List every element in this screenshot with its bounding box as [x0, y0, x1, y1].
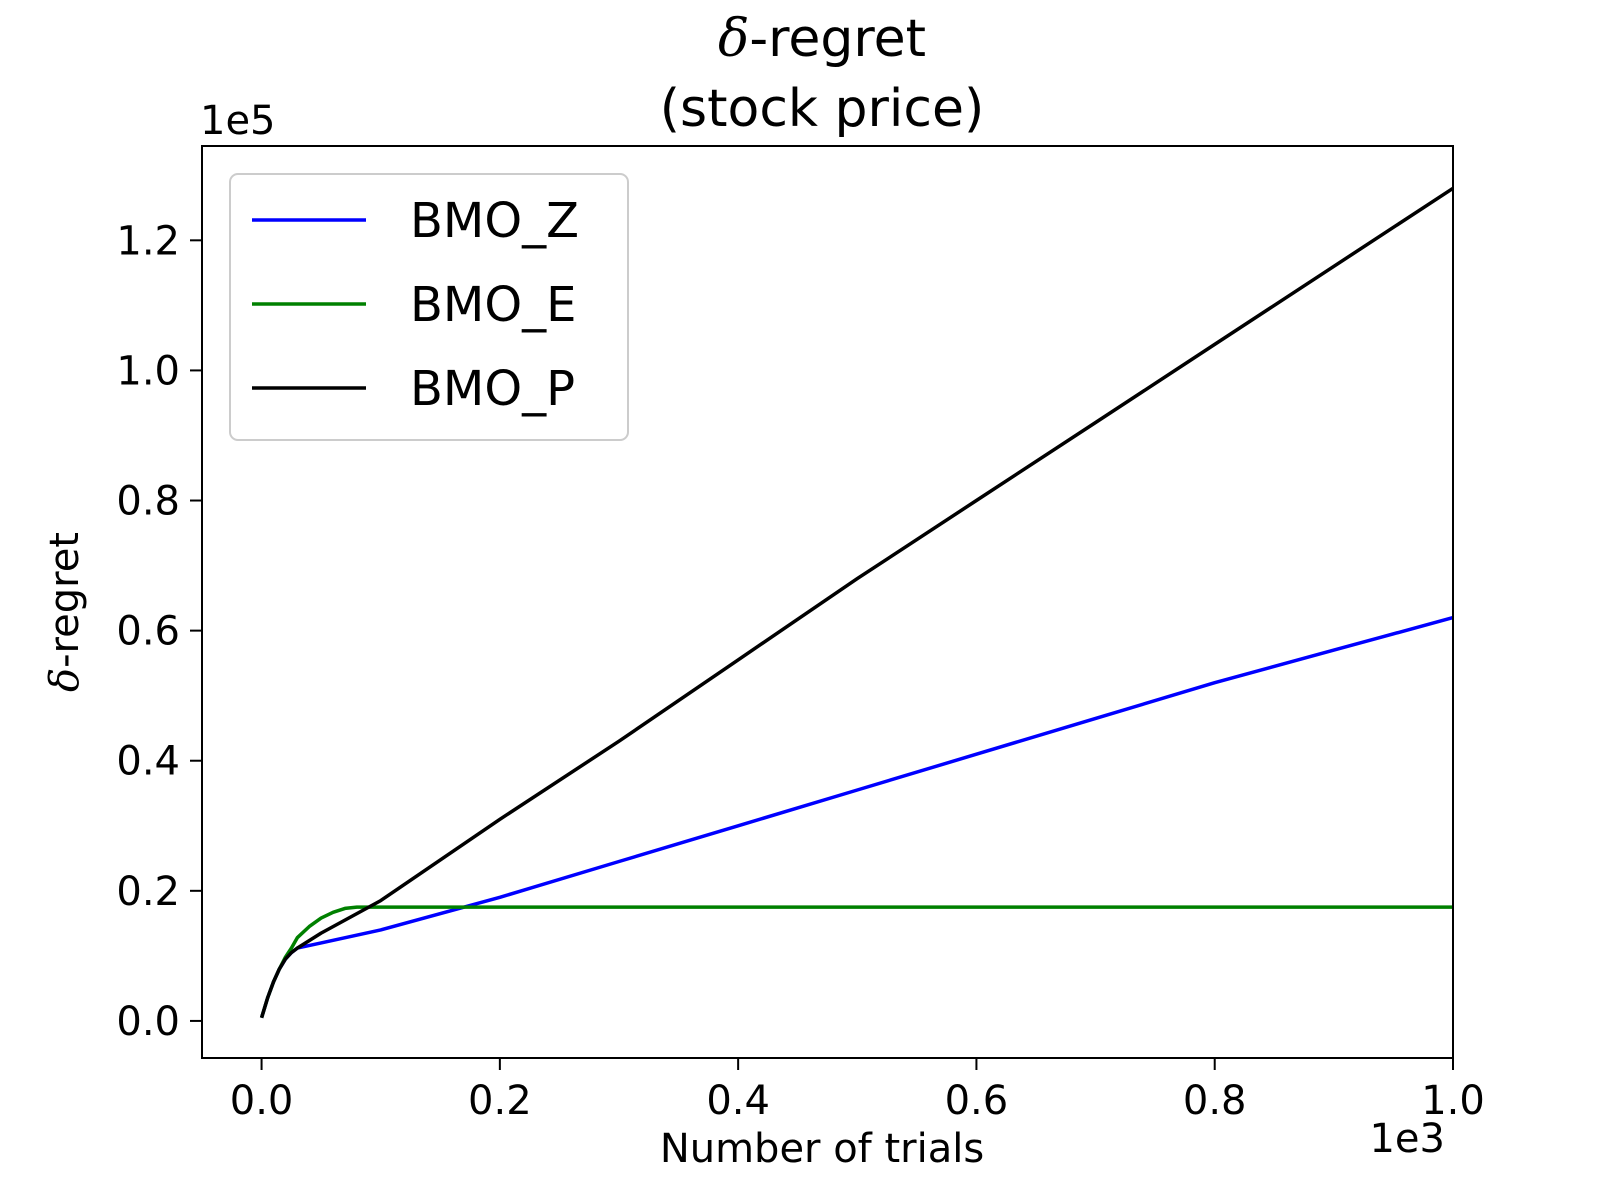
x-tick-label: 0.2 — [468, 1078, 532, 1124]
chart-title: δ-regret (stock price) — [660, 9, 985, 139]
title-symbol: δ — [718, 9, 749, 69]
series-line-bmo-e — [259, 905, 1453, 1019]
y-axis-label: δ-regret — [42, 532, 88, 692]
y-tick-label: 1.2 — [116, 218, 180, 264]
chart-subtitle: (stock price) — [660, 79, 985, 139]
y-label-suffix: -regret — [42, 532, 88, 668]
legend-label-bmo-p: BMO_P — [410, 361, 575, 417]
plot-frame — [201, 145, 1454, 1059]
y-tick-label: 0.2 — [116, 869, 180, 915]
plot-lines — [259, 186, 1454, 1019]
legend-box — [229, 173, 629, 441]
x-axis: 0.0 0.2 0.4 0.6 0.8 1.0 — [230, 1058, 1485, 1124]
x-offset-label: 1e3 — [1369, 1116, 1445, 1162]
y-offset-label: 1e5 — [200, 98, 276, 144]
x-tick-label: 1.0 — [1421, 1078, 1485, 1124]
y-axis: 0.0 0.2 0.4 0.6 0.8 1.0 1.2 — [116, 218, 202, 1045]
y-tick-label: 0.6 — [116, 609, 180, 655]
svg-text:δ-regret: δ-regret — [718, 9, 926, 69]
y-tick-label: 0.8 — [116, 479, 180, 525]
legend-label-bmo-z: BMO_Z — [410, 193, 579, 249]
x-tick-label: 0.4 — [706, 1078, 770, 1124]
x-tick-label: 0.0 — [230, 1078, 294, 1124]
y-tick-label: 0.4 — [116, 739, 180, 785]
title-suffix: -regret — [749, 9, 926, 69]
series-line-bmo-p — [259, 186, 1454, 1019]
legend: BMO_Z BMO_E BMO_P — [229, 173, 629, 441]
y-tick-label: 0.0 — [116, 999, 180, 1045]
legend-label-bmo-e: BMO_E — [410, 277, 576, 333]
x-tick-label: 0.8 — [1183, 1078, 1247, 1124]
x-tick-label: 0.6 — [945, 1078, 1009, 1124]
y-tick-label: 1.0 — [116, 348, 180, 394]
x-axis-label: Number of trials — [660, 1126, 984, 1172]
series-line-bmo-z — [259, 615, 1454, 1019]
y-label-symbol: δ — [42, 668, 88, 692]
